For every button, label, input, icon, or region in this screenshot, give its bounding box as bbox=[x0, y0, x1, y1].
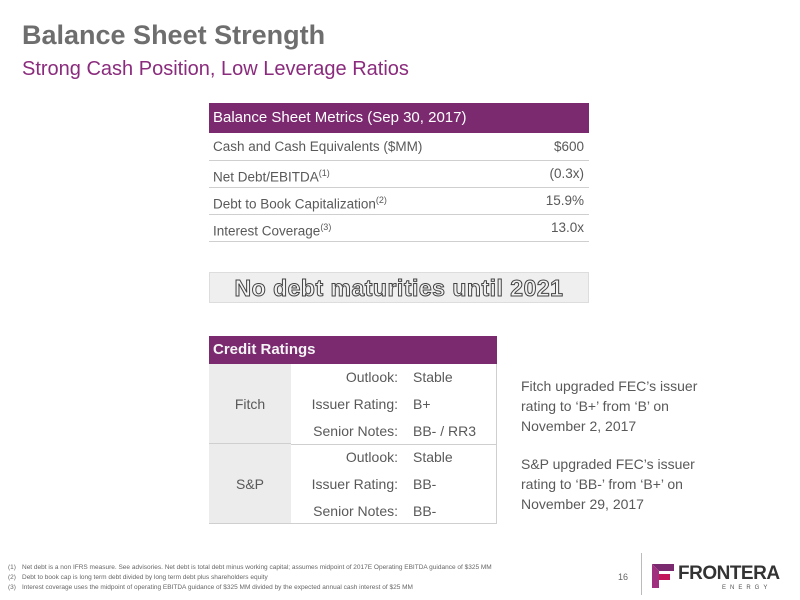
rating-value: Stable bbox=[413, 449, 453, 465]
footnote-marker: (2) bbox=[8, 574, 16, 581]
separator bbox=[641, 553, 642, 595]
metric-label: Debt to Book Capitalization bbox=[213, 196, 376, 212]
footnote: (1) Net debt is a non IFRS measure. See a… bbox=[8, 564, 492, 571]
rating-row: Issuer Rating: BB- bbox=[291, 471, 497, 498]
metric-value: 15.9% bbox=[545, 193, 584, 208]
metrics-row: Debt to Book Capitalization(2) 15.9% bbox=[209, 187, 589, 215]
footnote-text: Debt to book cap is long term debt divid… bbox=[22, 574, 268, 581]
footnote: (3) Interest coverage uses the midpoint o… bbox=[8, 584, 413, 591]
rating-value: BB- bbox=[413, 476, 437, 492]
title: Balance Sheet Strength bbox=[22, 20, 326, 50]
metric-value: 13.0x bbox=[550, 220, 584, 235]
comment: S&P upgraded FEC’s issuer rating to ‘BB-… bbox=[521, 456, 695, 512]
subtitle: Strong Cash Position, Low Leverage Ratio… bbox=[22, 58, 409, 80]
rating-label: Senior Notes: bbox=[313, 423, 398, 439]
footnote-ref: (3) bbox=[320, 222, 332, 232]
page-number: 16 bbox=[618, 572, 629, 582]
rating-value: BB- / RR3 bbox=[413, 423, 477, 439]
rating-value: Stable bbox=[413, 369, 453, 385]
footnote-text: Net debt is a non IFRS measure. See advi… bbox=[22, 564, 492, 571]
rating-row: Senior Notes: BB- / RR3 bbox=[291, 418, 497, 445]
rating-label: Issuer Rating: bbox=[311, 476, 398, 492]
metric-value: (0.3x) bbox=[549, 166, 584, 181]
comment: Fitch upgraded FEC’s issuer rating to ‘B… bbox=[521, 378, 698, 434]
metric-label: Interest Coverage bbox=[213, 223, 321, 239]
rating-row: Issuer Rating: B+ bbox=[291, 391, 497, 418]
rating-row: Senior Notes: BB- bbox=[291, 498, 497, 525]
footnote-ref: (1) bbox=[318, 168, 330, 178]
metrics-row: Net Debt/EBITDA(1) (0.3x) bbox=[209, 160, 589, 188]
banner: No debt maturities until 2021 bbox=[209, 272, 589, 303]
logo-tagline: ENERGY bbox=[722, 585, 772, 591]
footnote-marker: (3) bbox=[8, 584, 16, 591]
footnote-text: Interest coverage uses the midpoint of o… bbox=[22, 584, 413, 591]
metrics-row: Cash and Cash Equivalents ($MM) $600 bbox=[209, 133, 589, 161]
rating-label: Issuer Rating: bbox=[311, 396, 398, 412]
rating-row: Outlook: Stable bbox=[291, 364, 497, 391]
rating-value: B+ bbox=[413, 396, 431, 412]
metric-value: $600 bbox=[553, 139, 584, 154]
logo-name: FRONTERA bbox=[678, 563, 780, 584]
footnote-ref: (2) bbox=[375, 195, 387, 205]
footnote-marker: (1) bbox=[8, 564, 16, 571]
metrics-header: Balance Sheet Metrics (Sep 30, 2017) bbox=[209, 103, 589, 133]
rating-label: Senior Notes: bbox=[313, 503, 398, 519]
agency-name: Fitch bbox=[209, 364, 291, 444]
rating-value: BB- bbox=[413, 503, 437, 519]
footnote: (2) Debt to book cap is long term debt di… bbox=[8, 574, 268, 581]
logo-icon bbox=[652, 564, 674, 588]
divider bbox=[291, 444, 497, 445]
metrics-row: Interest Coverage(3) 13.0x bbox=[209, 214, 589, 242]
metric-label: Net Debt/EBITDA bbox=[213, 169, 319, 185]
rating-label: Outlook: bbox=[345, 449, 398, 465]
agency-name: S&P bbox=[209, 444, 291, 524]
rating-row: Outlook: Stable bbox=[291, 444, 497, 471]
rating-label: Outlook: bbox=[345, 369, 398, 385]
ratings-header: Credit Ratings bbox=[209, 336, 497, 364]
metric-label: Cash and Cash Equivalents ($MM) bbox=[213, 139, 423, 154]
